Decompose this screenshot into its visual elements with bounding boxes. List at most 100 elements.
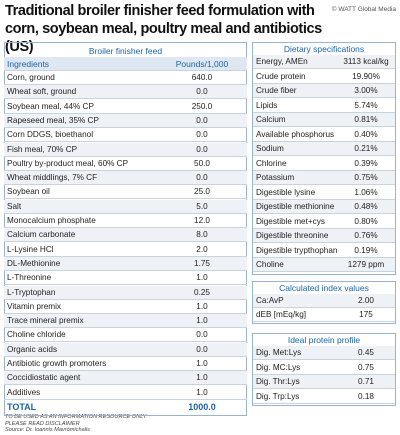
row-value: 0.75	[358, 362, 374, 372]
row-label: Digestible trypthophan	[256, 245, 337, 255]
row-label: L-Tryptophan	[7, 287, 56, 297]
table-row: Wheat soft, ground 0.0	[4, 85, 247, 100]
footer-line: Source: Dr. Ioannis Mavromichalis	[5, 427, 90, 434]
table-row: Dig. Thr:Lys 0.71	[253, 375, 395, 389]
table-row: Monocalcium phosphate 12.0	[4, 214, 247, 228]
row-label: Soybean oil	[7, 187, 50, 197]
table-row: Sodium 0.21%	[253, 142, 395, 156]
row-value: 0.0	[196, 130, 208, 140]
row-label: Organic acids	[7, 344, 58, 354]
panel-title: Calculated index values	[279, 283, 369, 293]
row-value: 0.75%	[354, 173, 378, 182]
row-label: Energy, AMEn	[256, 57, 308, 66]
row-value: 1.0	[196, 387, 208, 397]
table-row: Trace mineral premix 1.0	[4, 314, 247, 329]
row-label: Potassium	[256, 173, 295, 182]
row-label: Corn, ground	[7, 73, 55, 82]
row-value: 50.0	[194, 158, 210, 168]
row-value: 5.74%	[354, 100, 378, 110]
row-label: Wheat middlings, 7% CF	[7, 173, 98, 183]
table-row: Available phosphorus 0.40%	[253, 128, 395, 142]
row-label: Rapeseed meal, 35% CP	[7, 115, 99, 125]
row-value: 0.45	[358, 348, 374, 357]
row-label: Choline	[256, 260, 284, 269]
row-value: 0.71	[358, 377, 374, 386]
table-row: TOTAL 1000.0	[4, 400, 247, 414]
table-row: Chlorine 0.39%	[253, 157, 395, 171]
row-value: 0.0	[196, 115, 208, 125]
row-label: Digestible met+cys	[256, 216, 325, 226]
panel-title: Dietary specifications	[283, 44, 365, 54]
row-label: Coccidiostatic agent	[7, 373, 81, 383]
row-label: L-Lysine HCl	[7, 244, 54, 254]
row-label: Dig. Met:Lys	[256, 348, 302, 357]
row-value: 2.00	[358, 296, 374, 305]
table-row: Ingredients Pounds/1,000	[4, 57, 247, 71]
footer-line: TO BE USED AS AN INFORMATION RESOURCE ON…	[5, 414, 147, 420]
row-label: Additives	[7, 387, 41, 397]
row-value: 0.19%	[354, 245, 378, 255]
row-value: 1.06%	[354, 187, 378, 197]
row-label: Crude protein	[256, 71, 306, 81]
row-value: 0.80%	[354, 216, 378, 226]
row-value: 0.0	[196, 144, 208, 154]
row-label: Available phosphorus	[256, 129, 335, 139]
table-row: Choline chloride 0.0	[4, 328, 247, 343]
table-row: Rapeseed meal, 35% CP 0.0	[4, 113, 247, 128]
table-row: Corn DDGS, bioethanol 0.0	[4, 128, 247, 143]
table-row: Soybean meal, 44% CP 250.0	[4, 100, 247, 114]
row-value: 1.75	[194, 258, 210, 268]
table-row: Ca:AvP 2.00	[253, 294, 395, 308]
row-value: 1.0	[196, 373, 208, 383]
table-row: Dig. Trp:Lys 0.18	[253, 390, 395, 404]
table-row: dEB [mEq/kg] 175	[253, 308, 395, 322]
table-row: Crude protein 19.90%	[253, 70, 395, 84]
row-label: Dig. Trp:Lys	[256, 391, 300, 401]
table-row: Coccidiostatic agent 1.0	[4, 371, 247, 386]
table-row: Lipids 5.74%	[253, 99, 395, 113]
table-row: Digestible met+cys 0.80%	[253, 215, 395, 229]
row-value: 0.25	[194, 287, 210, 297]
table-row: L-Threonine 1.0	[4, 271, 247, 286]
title: Traditional broiler finisher feed formul…	[5, 3, 322, 55]
row-label: L-Threonine	[7, 273, 52, 283]
row-label: Dig. Thr:Lys	[256, 377, 300, 386]
row-value: 1.0	[196, 359, 208, 368]
row-label: Salt	[7, 201, 22, 211]
table-row: Organic acids 0.0	[4, 342, 247, 357]
row-value: 0.18	[358, 391, 374, 401]
panel-title: Ideal protein profile	[287, 335, 361, 345]
row-label: Trace mineral premix	[7, 316, 84, 326]
row-value: 1.0	[196, 316, 208, 326]
table-row: Dig. MC:Lys 0.75	[253, 361, 395, 375]
row-value: 12.0	[194, 216, 210, 225]
table-row: DL-Methionine 1.75	[4, 256, 247, 271]
table-row: Choline 1279 ppm	[253, 258, 395, 272]
row-value: 3.00%	[354, 86, 378, 95]
row-value: 2.0	[196, 244, 208, 254]
table-row: Additives 1.0	[4, 386, 247, 400]
table-row: Calcium 0.81%	[253, 113, 395, 127]
row-label: dEB [mEq/kg]	[256, 310, 307, 319]
table-row: Potassium 0.75%	[253, 171, 395, 185]
row-value: 0.0	[196, 330, 208, 340]
row-value: 0.0	[196, 173, 208, 183]
row-label: Ca:AvP	[256, 296, 284, 305]
table-row: Poultry by-product meal, 60% CP 50.0	[4, 157, 247, 171]
table-row: Salt 5.0	[4, 199, 247, 214]
row-value: 640.0	[191, 73, 213, 82]
row-label: Vitamin premix	[7, 301, 61, 311]
panel-box	[252, 333, 396, 406]
row-label: Choline chloride	[7, 330, 66, 340]
row-value: 0.39%	[354, 158, 378, 168]
row-value: 250.0	[191, 101, 213, 111]
row-value: 175	[359, 310, 373, 319]
table-row: Digestible threonine 0.76%	[253, 229, 395, 243]
row-label: Poultry by-product meal, 60% CP	[7, 158, 129, 168]
row-value: Pounds/1,000	[175, 58, 229, 69]
row-value: 1000.0	[188, 401, 216, 412]
row-label: Digestible threonine	[256, 231, 329, 240]
table-row: Corn, ground 640.0	[4, 71, 247, 85]
table-row: Dig. Met:Lys 0.45	[253, 346, 395, 360]
table-row: L-Lysine HCl 2.0	[4, 243, 247, 257]
